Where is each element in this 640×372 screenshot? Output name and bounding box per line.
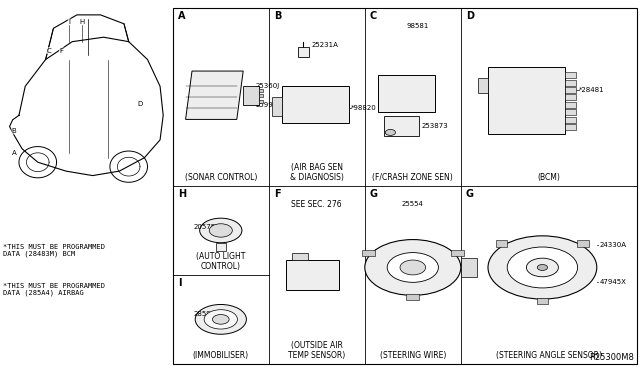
Text: (IMMOBILISER): (IMMOBILISER) bbox=[193, 351, 249, 360]
Bar bbox=[564, 124, 576, 130]
Text: 98581: 98581 bbox=[406, 23, 429, 29]
Text: (AUTO LIGHT
CONTROL): (AUTO LIGHT CONTROL) bbox=[196, 252, 246, 271]
Circle shape bbox=[488, 236, 596, 299]
Text: *28481: *28481 bbox=[579, 87, 605, 93]
Text: C: C bbox=[370, 11, 377, 21]
Polygon shape bbox=[186, 71, 243, 119]
Bar bbox=[564, 94, 576, 100]
Text: 24330A: 24330A bbox=[600, 242, 627, 248]
Bar bbox=[243, 86, 259, 105]
Text: *THIS MUST BE PROGRAMMED
DATA (285A4) AIRBAG: *THIS MUST BE PROGRAMMED DATA (285A4) AI… bbox=[3, 283, 105, 296]
Text: D: D bbox=[466, 11, 474, 21]
Bar bbox=[564, 80, 576, 86]
Text: (STEERING ANGLE SENSOR): (STEERING ANGLE SENSOR) bbox=[496, 351, 602, 360]
Text: (BCM): (BCM) bbox=[538, 173, 560, 182]
Text: G: G bbox=[370, 189, 378, 199]
Bar bbox=[282, 86, 349, 123]
Bar bbox=[259, 94, 263, 97]
Text: A: A bbox=[178, 11, 186, 21]
Circle shape bbox=[365, 240, 461, 295]
Bar bbox=[451, 250, 463, 256]
Bar bbox=[564, 109, 576, 115]
Text: (STEERING WIRE): (STEERING WIRE) bbox=[380, 351, 446, 360]
Bar bbox=[564, 72, 576, 78]
Text: D: D bbox=[137, 101, 142, 107]
Text: H: H bbox=[79, 19, 84, 25]
Text: B: B bbox=[274, 11, 282, 21]
Text: 47945X: 47945X bbox=[600, 279, 627, 285]
Text: 253873: 253873 bbox=[421, 123, 448, 129]
Text: I: I bbox=[68, 19, 70, 25]
Text: 28591M: 28591M bbox=[194, 311, 222, 317]
Text: (OUTSIDE AIR
TEMP SENSOR): (OUTSIDE AIR TEMP SENSOR) bbox=[288, 341, 346, 360]
Bar bbox=[259, 89, 263, 92]
Text: (F/CRASH ZONE SEN): (F/CRASH ZONE SEN) bbox=[372, 173, 453, 182]
Text: 25360J: 25360J bbox=[256, 83, 280, 89]
Bar bbox=[461, 258, 477, 277]
Bar bbox=[496, 240, 508, 247]
Text: 20575K: 20575K bbox=[194, 224, 221, 230]
Bar bbox=[488, 67, 564, 134]
Circle shape bbox=[387, 253, 438, 282]
Bar bbox=[272, 97, 282, 116]
Bar bbox=[564, 87, 576, 93]
Bar bbox=[536, 298, 548, 304]
Text: 25554: 25554 bbox=[402, 201, 424, 207]
Circle shape bbox=[385, 129, 396, 135]
Text: F: F bbox=[60, 48, 63, 54]
Circle shape bbox=[526, 258, 559, 277]
Bar bbox=[564, 102, 576, 108]
Circle shape bbox=[209, 224, 232, 237]
Bar bbox=[173, 8, 637, 364]
Bar bbox=[406, 294, 419, 300]
Bar bbox=[298, 47, 309, 57]
Bar bbox=[286, 260, 339, 290]
Text: I: I bbox=[178, 278, 181, 288]
Circle shape bbox=[400, 260, 426, 275]
Text: (SONAR CONTROL): (SONAR CONTROL) bbox=[184, 173, 257, 182]
Bar bbox=[479, 78, 488, 93]
Text: (AIR BAG SEN
& DIAGNOSIS): (AIR BAG SEN & DIAGNOSIS) bbox=[290, 163, 344, 182]
Text: *THIS MUST BE PROGRAMMED
DATA (28483M) BCM: *THIS MUST BE PROGRAMMED DATA (28483M) B… bbox=[3, 244, 105, 257]
Circle shape bbox=[507, 247, 578, 288]
Bar bbox=[362, 250, 375, 256]
Text: R25300M8: R25300M8 bbox=[589, 353, 634, 362]
Text: SEE SEC. 276: SEE SEC. 276 bbox=[291, 200, 342, 209]
Circle shape bbox=[200, 218, 242, 243]
Text: F: F bbox=[274, 189, 280, 199]
Circle shape bbox=[204, 310, 237, 329]
Bar bbox=[259, 100, 263, 103]
Circle shape bbox=[195, 304, 246, 334]
Bar bbox=[378, 75, 435, 112]
Circle shape bbox=[538, 264, 548, 270]
Text: C: C bbox=[46, 48, 51, 54]
Bar bbox=[564, 117, 576, 123]
Text: B: B bbox=[12, 128, 17, 134]
Bar bbox=[292, 253, 308, 260]
Text: *98820: *98820 bbox=[351, 105, 376, 111]
Bar bbox=[577, 240, 589, 247]
Text: A: A bbox=[12, 150, 17, 156]
Bar bbox=[216, 243, 226, 251]
Circle shape bbox=[212, 314, 229, 324]
Bar bbox=[384, 116, 419, 136]
Text: 25231A: 25231A bbox=[312, 42, 339, 48]
Text: H: H bbox=[178, 189, 186, 199]
Text: 25990Y: 25990Y bbox=[256, 102, 282, 108]
Text: G: G bbox=[466, 189, 474, 199]
